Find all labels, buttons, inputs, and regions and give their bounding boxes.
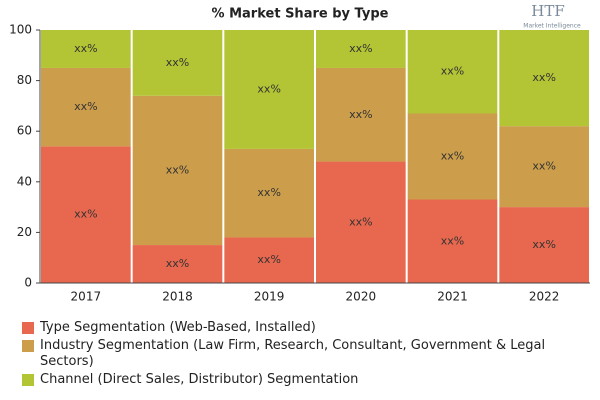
y-tick-label: 80 [17, 73, 32, 87]
x-tick-label: 2019 [254, 290, 285, 304]
bar-segment [407, 113, 498, 200]
chart-title: % Market Share by Type [212, 7, 389, 22]
bar-segment [132, 30, 223, 96]
bar-segment [316, 30, 406, 68]
data-label: xx% [441, 65, 464, 78]
bar-segment [407, 30, 498, 114]
x-tick-label: 2017 [71, 290, 102, 304]
bar-segment [499, 126, 589, 208]
data-label: xx% [532, 238, 555, 251]
bar-segment [499, 30, 589, 127]
data-label: xx% [349, 215, 372, 228]
legend-item: Industry Segmentation (Law Firm, Researc… [22, 338, 592, 370]
data-label: xx% [349, 42, 372, 55]
bar-segment [316, 67, 406, 162]
legend-item: Type Segmentation (Web-Based, Installed) [22, 320, 592, 336]
y-tick-label: 0 [24, 276, 32, 290]
bar-segment [132, 95, 223, 246]
data-label: xx% [166, 257, 189, 270]
bar-segment [316, 161, 406, 283]
data-label: xx% [257, 253, 280, 266]
data-label: xx% [441, 150, 464, 163]
data-label: xx% [257, 186, 280, 199]
bar-segment [41, 146, 131, 283]
bar-segment [41, 67, 131, 147]
legend-swatch [22, 340, 34, 352]
bar-segment [41, 30, 131, 68]
x-tick-label: 2020 [346, 290, 377, 304]
data-label: xx% [532, 71, 555, 84]
data-label: xx% [166, 56, 189, 69]
bar-segment [407, 199, 498, 283]
data-label: xx% [74, 42, 97, 55]
chart: % Market Share by Type HTF Market Intell… [9, 2, 590, 304]
x-tick-label: 2022 [529, 290, 560, 304]
legend-swatch [22, 374, 34, 386]
legend-item: Channel (Direct Sales, Distributor) Segm… [22, 372, 592, 388]
data-label: xx% [166, 163, 189, 176]
legend-swatch [22, 322, 34, 334]
bar-segment [224, 148, 314, 238]
data-label: xx% [257, 82, 280, 95]
bar-segment [224, 30, 314, 149]
x-tick-label: 2021 [437, 290, 468, 304]
legend-label: Industry Segmentation (Law Firm, Researc… [40, 338, 546, 369]
y-tick-label: 40 [17, 174, 32, 188]
data-label: xx% [441, 234, 464, 247]
x-tick-label: 2018 [162, 290, 193, 304]
y-tick-label: 60 [17, 124, 32, 138]
legend: Type Segmentation (Web-Based, Installed)… [22, 320, 592, 390]
data-label: xx% [74, 100, 97, 113]
legend-label: Type Segmentation (Web-Based, Installed) [40, 320, 316, 335]
bar-segment [224, 237, 314, 283]
legend-label: Channel (Direct Sales, Distributor) Segm… [40, 372, 359, 387]
data-label: xx% [532, 160, 555, 173]
data-label: xx% [74, 208, 97, 221]
y-tick-label: 100 [9, 23, 32, 37]
logo-subtitle: Market Intelligence [523, 23, 581, 30]
bar-segment [132, 245, 223, 283]
data-label: xx% [349, 108, 372, 121]
logo-text: HTF [531, 2, 565, 20]
bar-segment [499, 207, 589, 283]
y-tick-label: 20 [17, 225, 32, 239]
